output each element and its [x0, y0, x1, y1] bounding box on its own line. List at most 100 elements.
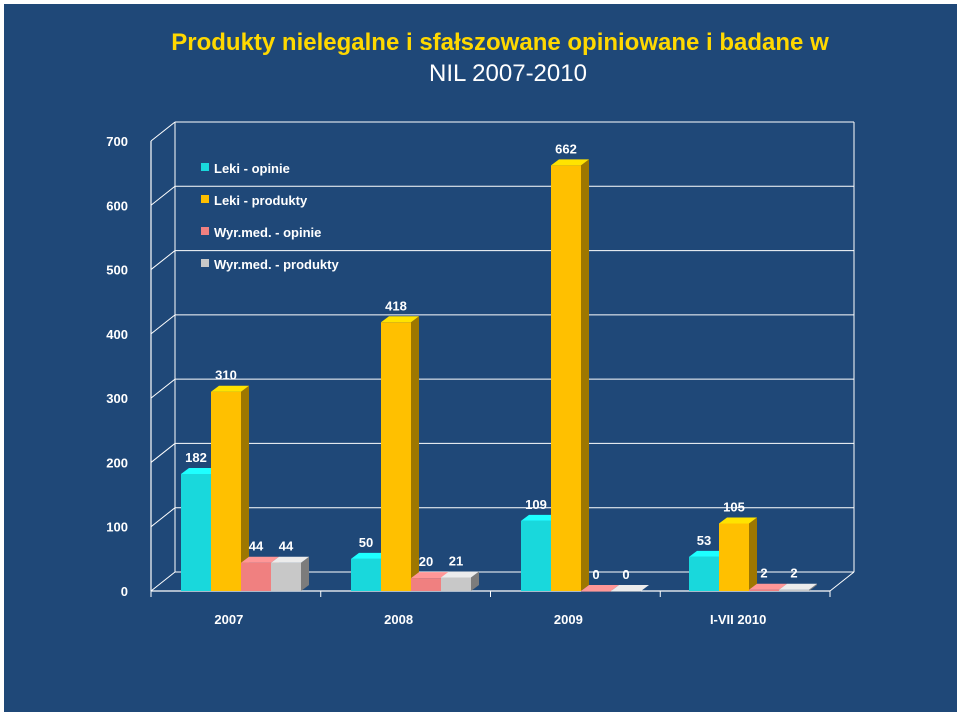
chart-legend: Leki - opinie Leki - produkty Wyr.med. - o… — [201, 161, 339, 272]
y-tick-label: 300 — [106, 391, 128, 406]
bar-top — [689, 550, 727, 557]
bar-front — [719, 523, 749, 591]
gridline-diagonal — [150, 443, 176, 463]
bar-front — [779, 589, 809, 591]
y-tick-label: 500 — [106, 263, 128, 278]
bar-front — [611, 591, 641, 592]
bar-front — [241, 562, 271, 591]
bar-front — [689, 556, 719, 591]
legend-swatch — [201, 195, 209, 203]
data-label: 44 — [249, 539, 264, 554]
y-tick-label: 600 — [106, 198, 128, 213]
legend-swatch — [201, 227, 209, 235]
bar-top — [719, 517, 757, 524]
bar-front — [351, 558, 381, 591]
bar-top — [749, 583, 787, 590]
x-axis-corner — [829, 571, 855, 592]
y-tick-label: 700 — [106, 134, 128, 149]
bar — [779, 583, 817, 591]
bar-front — [411, 578, 441, 591]
bar-side — [241, 385, 249, 591]
data-label: 662 — [555, 141, 577, 156]
bar-front — [211, 391, 241, 591]
bar — [581, 585, 619, 592]
gridline-diagonal — [150, 378, 176, 399]
gridline-diagonal — [150, 185, 176, 206]
x-category-label: I-VII 2010 — [710, 612, 766, 627]
bar-top — [381, 316, 419, 323]
data-label: 44 — [279, 539, 294, 554]
bar-front — [441, 577, 471, 591]
data-label: 0 — [622, 567, 629, 582]
bar — [211, 385, 249, 591]
legend-item: Leki - produkty — [201, 193, 308, 208]
data-label: 53 — [697, 533, 711, 548]
data-label: 2 — [760, 566, 767, 581]
bar-top — [211, 385, 249, 392]
bar-top — [521, 514, 559, 521]
bar-top — [441, 571, 479, 578]
bar-top — [551, 159, 589, 166]
legend-item: Leki - opinie — [201, 161, 290, 176]
data-label: 418 — [385, 298, 407, 313]
y-tick-label: 0 — [121, 584, 128, 599]
gridline-diagonal — [150, 250, 176, 270]
bar-side — [301, 556, 309, 591]
chart-data-labels: 182 310 44 44 50 418 20 21 109 662 0 0 53 105 2 2 — [185, 141, 797, 582]
bar-top — [271, 556, 309, 563]
bar-top — [779, 583, 817, 590]
slide-subtitle: NIL 2007-2010 — [429, 60, 587, 87]
bar — [611, 585, 649, 592]
legend-swatch — [201, 259, 209, 267]
legend-item: Wyr.med. - produkty — [201, 257, 339, 272]
data-label: 105 — [723, 500, 745, 515]
bar-front — [271, 562, 301, 591]
bar-front — [581, 591, 611, 592]
chart-bars — [181, 159, 817, 592]
legend-label: Leki - produkty — [214, 193, 308, 208]
y-tick-label: 100 — [106, 520, 128, 535]
bar-front — [551, 165, 581, 591]
bar — [441, 571, 479, 591]
legend-label: Wyr.med. - produkty — [214, 257, 339, 272]
x-category-label: 2008 — [384, 612, 413, 627]
bar — [551, 159, 589, 591]
gridline-diagonal — [150, 314, 176, 335]
data-label: 20 — [419, 554, 433, 569]
bar-top — [181, 468, 219, 474]
bar-side — [749, 517, 757, 591]
bar-side — [581, 159, 589, 591]
y-tick-label: 200 — [106, 455, 128, 470]
gridline-diagonal — [150, 121, 176, 142]
y-tick-label: 400 — [106, 327, 128, 342]
data-label: 2 — [790, 566, 797, 581]
gridline-diagonal — [150, 571, 176, 592]
bar — [381, 316, 419, 591]
data-label: 109 — [525, 497, 547, 512]
data-label: 21 — [449, 554, 463, 569]
gridline-diagonal — [150, 507, 176, 528]
bar-top — [241, 556, 279, 563]
legend-label: Leki - opinie — [214, 161, 290, 176]
legend-swatch — [201, 163, 209, 171]
x-category-label: 2009 — [554, 612, 583, 627]
bar — [719, 517, 757, 591]
bar-front — [521, 520, 551, 591]
bar-front — [749, 589, 779, 591]
legend-item: Wyr.med. - opinie — [201, 225, 321, 240]
bar-side — [471, 571, 479, 591]
bar-top — [351, 552, 389, 559]
data-label: 182 — [185, 450, 207, 465]
bar-top — [411, 572, 449, 579]
bar-top — [581, 585, 619, 591]
data-label: 0 — [592, 567, 599, 582]
bar-side — [809, 583, 817, 591]
bar-top — [611, 585, 649, 591]
bar-front — [381, 322, 411, 591]
bar-side — [411, 316, 419, 591]
bar — [271, 556, 309, 591]
legend-label: Wyr.med. - opinie — [214, 225, 321, 240]
bar-front — [181, 474, 211, 591]
slide-title: Produkty nielegalne i sfałszowane opinio… — [171, 29, 829, 56]
